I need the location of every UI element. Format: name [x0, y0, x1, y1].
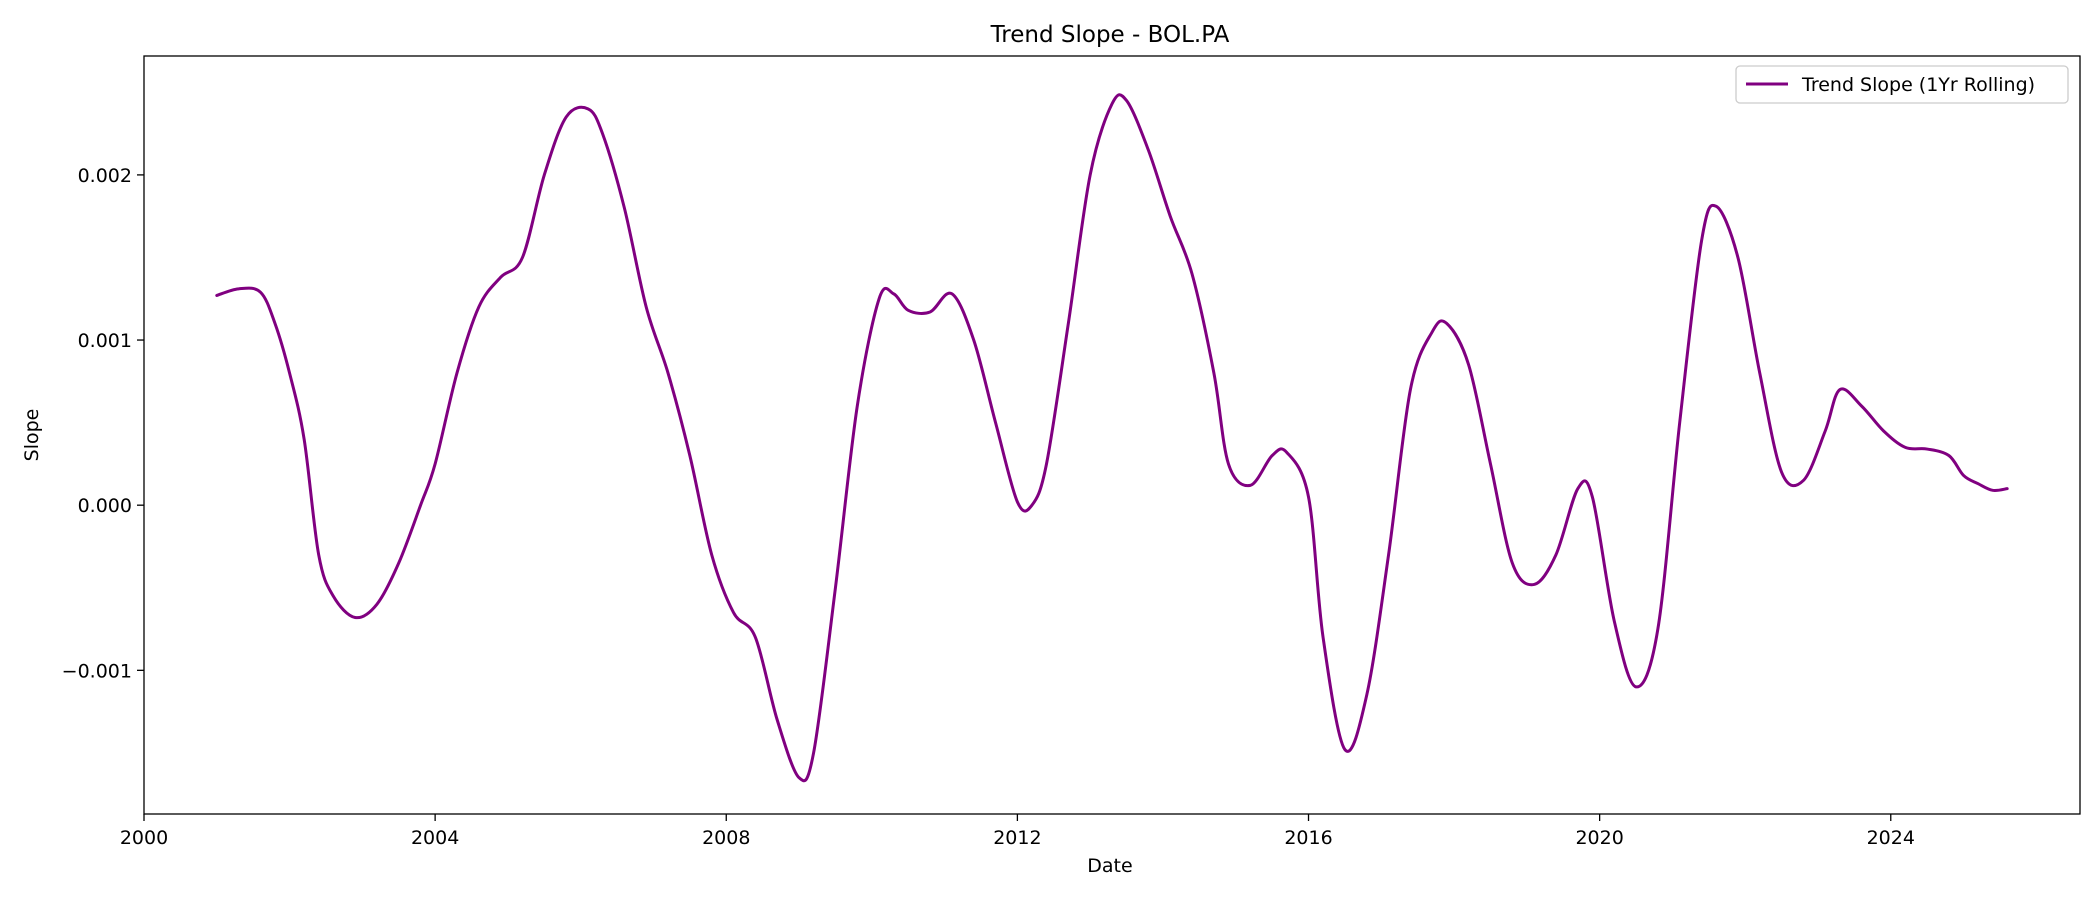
x-tick-label: 2024 — [1867, 827, 1915, 849]
x-axis-title: Date — [1087, 855, 1132, 877]
plot-area — [143, 55, 2081, 815]
x-tick-label: 2008 — [702, 827, 750, 849]
y-axis-ticks: −0.001 0.000 0.001 0.002 — [62, 165, 144, 682]
legend: Trend Slope (1Yr Rolling) — [1735, 65, 2069, 104]
x-axis-ticks: 2000 2004 2008 2012 2016 2020 2024 — [120, 814, 1915, 849]
plot-frame — [143, 55, 2081, 815]
y-tick-label: −0.001 — [62, 660, 132, 682]
x-tick-label: 2020 — [1575, 827, 1623, 849]
x-tick-label: 2012 — [993, 827, 1041, 849]
y-tick-label: 0.000 — [78, 495, 132, 517]
y-axis-title: Slope — [21, 409, 43, 462]
legend-box — [1735, 65, 2069, 104]
y-tick-label: 0.001 — [78, 330, 132, 352]
y-tick-label: 0.002 — [78, 165, 132, 187]
x-tick-label: 2000 — [120, 827, 168, 849]
x-tick-label: 2016 — [1284, 827, 1332, 849]
x-tick-label: 2004 — [411, 827, 459, 849]
legend-label-trend-slope: Trend Slope (1Yr Rolling) — [1801, 74, 2035, 96]
series-line-trend-slope — [215, 93, 2009, 783]
chart-title: Trend Slope - BOL.PA — [990, 22, 1230, 48]
